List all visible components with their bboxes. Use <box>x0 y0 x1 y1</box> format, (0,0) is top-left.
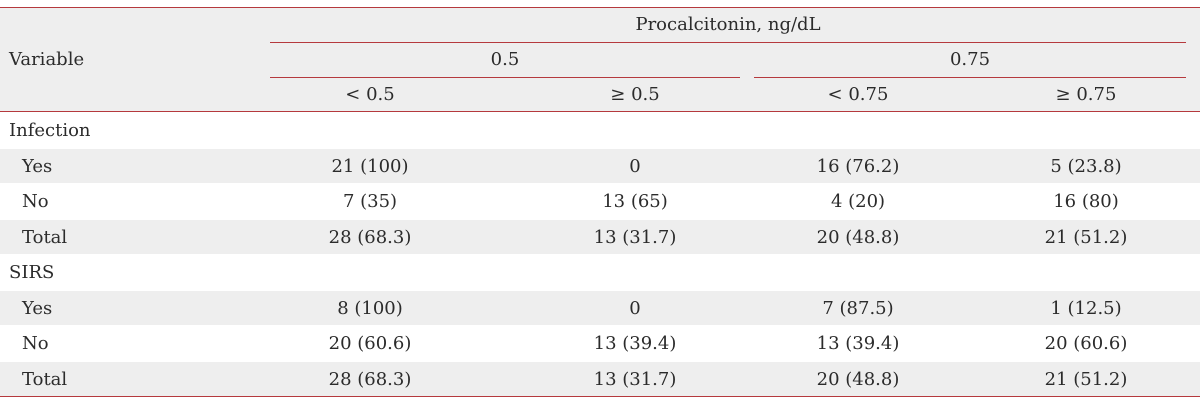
bottom-rule <box>0 396 1200 397</box>
row-label: Yes <box>22 156 53 177</box>
row-background-sirs-total <box>0 362 1200 396</box>
header-col-ge-0.75: ≥ 0.75 <box>1055 84 1117 105</box>
cutoff-rule-0.5 <box>270 77 740 78</box>
table-cell: 16 (76.2) <box>816 156 900 177</box>
table-cell: 0 <box>629 156 641 177</box>
header-col-ge-0.5: ≥ 0.5 <box>610 84 660 105</box>
table-cell: 28 (68.3) <box>328 369 412 390</box>
row-label: No <box>22 333 49 354</box>
header-cutoff-0.75: 0.75 <box>949 49 991 70</box>
table-cell: 21 (100) <box>331 156 409 177</box>
table-cell: 4 (20) <box>830 191 886 212</box>
table-cell: 13 (39.4) <box>816 333 900 354</box>
table-cell: 5 (23.8) <box>1050 156 1122 177</box>
row-background-infection-yes <box>0 149 1200 183</box>
row-label: Yes <box>22 298 53 319</box>
table-cell: 13 (39.4) <box>593 333 677 354</box>
table-cell: 28 (68.3) <box>328 227 412 248</box>
row-label: Total <box>22 227 68 248</box>
table-cell: 16 (80) <box>1053 191 1119 212</box>
table-cell: 13 (31.7) <box>593 227 677 248</box>
header-cutoff-0.5: 0.5 <box>490 49 520 70</box>
row-background-sirs-yes <box>0 291 1200 325</box>
header-group: Procalcitonin, ng/dL <box>635 14 821 35</box>
section-title-infection: Infection <box>9 120 91 141</box>
table-cell: 7 (35) <box>342 191 398 212</box>
table-cell: 20 (48.8) <box>816 227 900 248</box>
header-bottom-rule <box>0 111 1200 112</box>
row-background-infection-total <box>0 220 1200 254</box>
table-cell: 20 (60.6) <box>1044 333 1128 354</box>
table-cell: 13 (65) <box>602 191 668 212</box>
cutoff-rule-0.75 <box>754 77 1186 78</box>
table-cell: 20 (48.8) <box>816 369 900 390</box>
table-cell: 7 (87.5) <box>822 298 894 319</box>
header-background <box>0 7 1200 111</box>
table-cell: 21 (51.2) <box>1044 227 1128 248</box>
table-cell: 0 <box>629 298 641 319</box>
section-title-sirs: SIRS <box>9 262 55 283</box>
table-cell: 13 (31.7) <box>593 369 677 390</box>
table-cell: 20 (60.6) <box>328 333 412 354</box>
header-variable: Variable <box>9 49 85 70</box>
row-label: No <box>22 191 49 212</box>
row-label: Total <box>22 369 68 390</box>
table-cell: 8 (100) <box>337 298 403 319</box>
top-rule <box>0 7 1200 8</box>
table-cell: 21 (51.2) <box>1044 369 1128 390</box>
group-rule <box>270 42 1186 43</box>
table-cell: 1 (12.5) <box>1050 298 1122 319</box>
header-col-lt-0.75: < 0.75 <box>827 84 889 105</box>
header-col-lt-0.5: < 0.5 <box>345 84 395 105</box>
